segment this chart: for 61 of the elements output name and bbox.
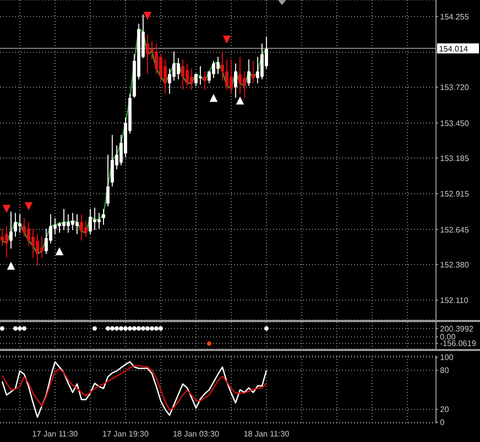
point [24, 202, 33, 210]
y-tick-label: 153.185 [440, 154, 470, 163]
y-tick-label: 0.00 [440, 332, 456, 342]
candlestick [260, 43, 264, 80]
x-tick-label: 18 Jan 03:30 [172, 430, 220, 439]
x-tick-label: 17 Jan 19:30 [102, 430, 150, 439]
y-tick-label: 152.915 [440, 190, 470, 199]
candlestick [0, 228, 4, 246]
y-tick-label: 152.380 [440, 260, 470, 270]
y-tick-label: 152.110 [440, 296, 469, 306]
line-series [2, 28, 268, 255]
point [222, 36, 231, 44]
candlestick [9, 211, 13, 250]
y-tick-label: 0 [440, 418, 445, 428]
candlestick [212, 60, 216, 79]
candlestick [203, 70, 206, 90]
x-tick-label: 17 Jan 11:30 [32, 430, 78, 439]
candlestick [190, 68, 194, 90]
y-tick-label: 153.720 [440, 83, 470, 92]
candlestick [176, 58, 180, 80]
candlestick [194, 74, 198, 86]
candlestick [36, 234, 40, 266]
candlestick [256, 56, 260, 84]
candlestick [75, 214, 79, 235]
candlestick [106, 154, 110, 207]
candlestick [198, 66, 202, 86]
ref-line-label: 154.014 [439, 44, 468, 54]
y-tick-label: 80 [440, 366, 450, 376]
candlestick [102, 208, 106, 226]
candlestick [220, 51, 224, 82]
y-tick-label: 200.3992 [440, 324, 474, 334]
point [236, 96, 244, 104]
point [7, 262, 16, 270]
point [144, 12, 152, 20]
y-tick-label: 20 [440, 405, 450, 414]
y-tick-label: 100 [440, 353, 454, 362]
candlestick [146, 34, 150, 75]
candlestick [14, 212, 18, 238]
candlestick [18, 214, 22, 234]
candlestick [234, 62, 238, 98]
x-tick-label: 18 Jan 11:30 [244, 430, 290, 439]
point [55, 247, 64, 256]
y-tick-label: 154.255 [440, 12, 470, 22]
candlestick [31, 228, 35, 258]
candlestick [22, 218, 26, 238]
candlestick [172, 51, 176, 82]
candlestick [216, 56, 220, 75]
candlestick [252, 60, 255, 84]
candlestick [247, 59, 250, 86]
candlestick [242, 70, 246, 98]
y-tick-label: 153.450 [440, 118, 470, 128]
point [210, 94, 218, 102]
line-series [2, 361, 268, 418]
y-tick-label: -156.0619 [440, 339, 477, 348]
candlestick [44, 228, 48, 254]
y-tick-label: 152.645 [440, 225, 470, 234]
line-series [2, 365, 268, 411]
candlestick [80, 214, 84, 242]
point [2, 204, 11, 213]
candlestick [40, 236, 44, 258]
candlestick [238, 56, 242, 94]
